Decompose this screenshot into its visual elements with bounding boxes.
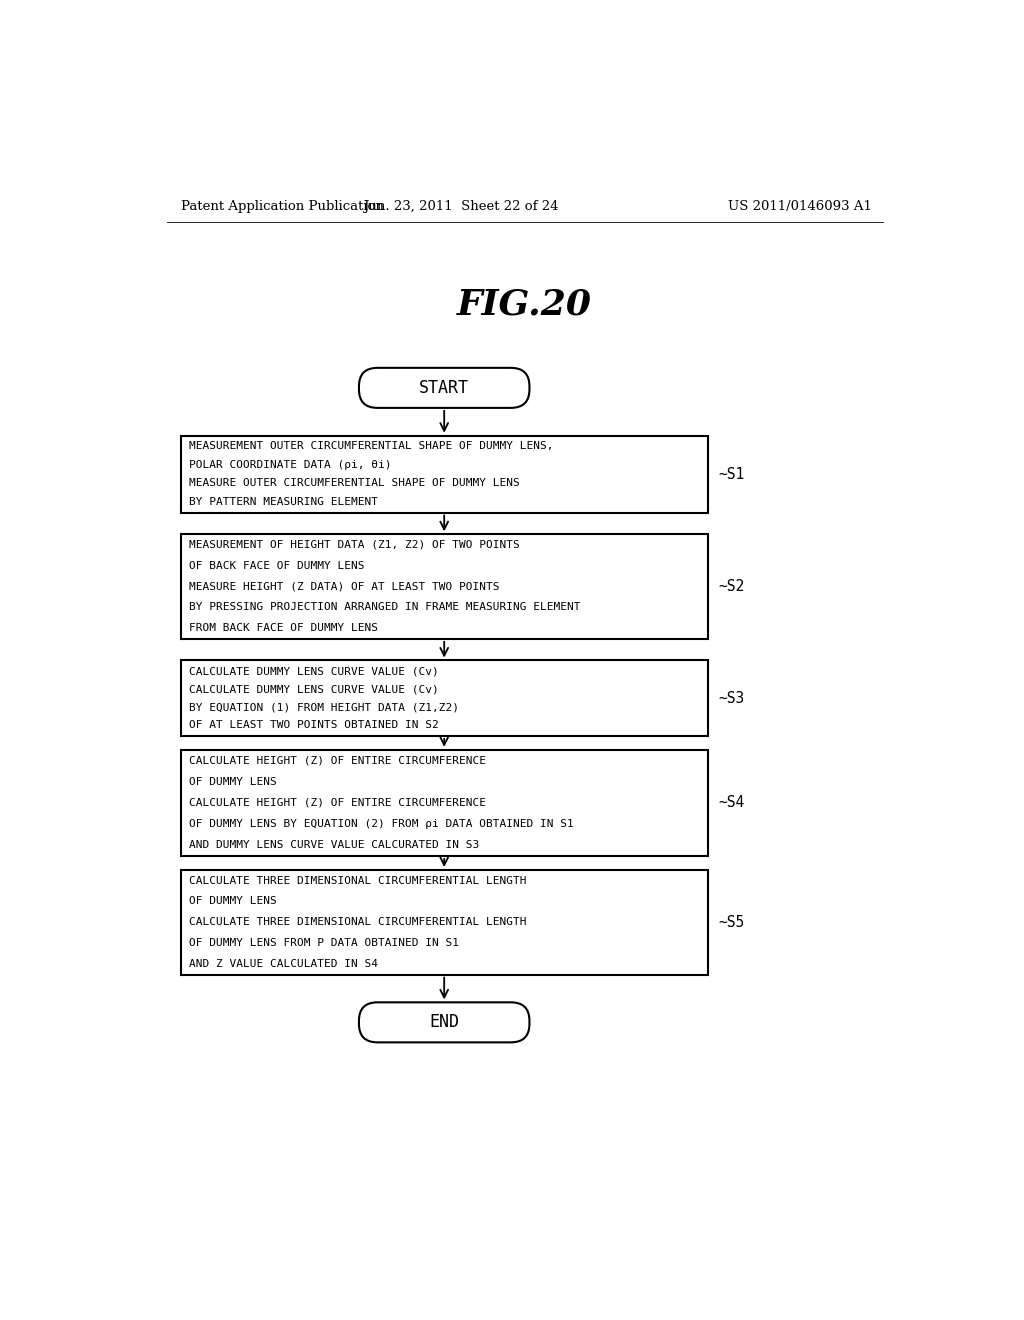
Text: CALCULATE HEIGHT (Z) OF ENTIRE CIRCUMFERENCE: CALCULATE HEIGHT (Z) OF ENTIRE CIRCUMFER… <box>189 797 486 808</box>
Text: OF AT LEAST TWO POINTS OBTAINED IN S2: OF AT LEAST TWO POINTS OBTAINED IN S2 <box>189 721 439 730</box>
Text: BY PATTERN MEASURING ELEMENT: BY PATTERN MEASURING ELEMENT <box>189 496 378 507</box>
Text: Jun. 23, 2011  Sheet 22 of 24: Jun. 23, 2011 Sheet 22 of 24 <box>364 199 559 213</box>
Text: OF DUMMY LENS BY EQUATION (2) FROM ρi DATA OBTAINED IN S1: OF DUMMY LENS BY EQUATION (2) FROM ρi DA… <box>189 820 574 829</box>
Text: BY EQUATION (1) FROM HEIGHT DATA (Z1,Z2): BY EQUATION (1) FROM HEIGHT DATA (Z1,Z2) <box>189 702 459 713</box>
Text: ~S2: ~S2 <box>719 579 744 594</box>
Text: US 2011/0146093 A1: US 2011/0146093 A1 <box>728 199 872 213</box>
Bar <box>180 870 708 974</box>
Text: ~S3: ~S3 <box>719 690 744 706</box>
Text: CALCULATE HEIGHT (Z) OF ENTIRE CIRCUMFERENCE: CALCULATE HEIGHT (Z) OF ENTIRE CIRCUMFER… <box>189 755 486 766</box>
Bar <box>180 750 708 855</box>
Text: OF DUMMY LENS: OF DUMMY LENS <box>189 776 276 787</box>
Text: FIG.20: FIG.20 <box>458 288 592 322</box>
Text: OF DUMMY LENS FROM P DATA OBTAINED IN S1: OF DUMMY LENS FROM P DATA OBTAINED IN S1 <box>189 939 459 948</box>
Text: CALCULATE THREE DIMENSIONAL CIRCUMFERENTIAL LENGTH: CALCULATE THREE DIMENSIONAL CIRCUMFERENT… <box>189 875 526 886</box>
Text: AND DUMMY LENS CURVE VALUE CALCURATED IN S3: AND DUMMY LENS CURVE VALUE CALCURATED IN… <box>189 841 479 850</box>
Text: CALCULATE DUMMY LENS CURVE VALUE (Cv): CALCULATE DUMMY LENS CURVE VALUE (Cv) <box>189 684 439 694</box>
Text: CALCULATE DUMMY LENS CURVE VALUE (Cv): CALCULATE DUMMY LENS CURVE VALUE (Cv) <box>189 667 439 676</box>
Text: ~S5: ~S5 <box>719 915 744 929</box>
Text: OF DUMMY LENS: OF DUMMY LENS <box>189 896 276 907</box>
FancyBboxPatch shape <box>359 368 529 408</box>
FancyBboxPatch shape <box>359 1002 529 1043</box>
Text: FROM BACK FACE OF DUMMY LENS: FROM BACK FACE OF DUMMY LENS <box>189 623 378 634</box>
Text: CALCULATE THREE DIMENSIONAL CIRCUMFERENTIAL LENGTH: CALCULATE THREE DIMENSIONAL CIRCUMFERENT… <box>189 917 526 927</box>
Text: END: END <box>429 1014 459 1031</box>
Text: MEASURE HEIGHT (Z DATA) OF AT LEAST TWO POINTS: MEASURE HEIGHT (Z DATA) OF AT LEAST TWO … <box>189 582 500 591</box>
Text: ~S4: ~S4 <box>719 796 744 810</box>
Bar <box>180 535 708 639</box>
Text: Patent Application Publication: Patent Application Publication <box>180 199 384 213</box>
Text: AND Z VALUE CALCULATED IN S4: AND Z VALUE CALCULATED IN S4 <box>189 958 378 969</box>
Text: MEASURE OUTER CIRCUMFERENTIAL SHAPE OF DUMMY LENS: MEASURE OUTER CIRCUMFERENTIAL SHAPE OF D… <box>189 478 520 488</box>
Text: MEASUREMENT OUTER CIRCUMFERENTIAL SHAPE OF DUMMY LENS,: MEASUREMENT OUTER CIRCUMFERENTIAL SHAPE … <box>189 441 554 451</box>
Text: MEASUREMENT OF HEIGHT DATA (Z1, Z2) OF TWO POINTS: MEASUREMENT OF HEIGHT DATA (Z1, Z2) OF T… <box>189 540 520 550</box>
Bar <box>180 436 708 512</box>
Text: OF BACK FACE OF DUMMY LENS: OF BACK FACE OF DUMMY LENS <box>189 561 365 570</box>
Text: POLAR COORDINATE DATA (ρi, θi): POLAR COORDINATE DATA (ρi, θi) <box>189 459 392 470</box>
Bar <box>180 660 708 737</box>
Text: BY PRESSING PROJECTION ARRANGED IN FRAME MEASURING ELEMENT: BY PRESSING PROJECTION ARRANGED IN FRAME… <box>189 602 581 612</box>
Text: ~S1: ~S1 <box>719 466 744 482</box>
Text: START: START <box>419 379 469 397</box>
